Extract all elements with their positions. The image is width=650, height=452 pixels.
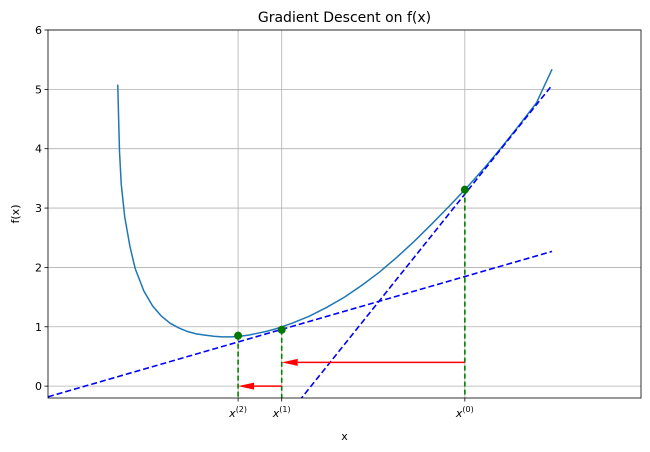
update-arrow-head [238, 382, 255, 390]
iterate-point [277, 325, 286, 334]
update-arrow-head [281, 358, 298, 366]
x-tick-label-base: x [455, 407, 463, 420]
grid-lines [48, 29, 641, 398]
chart-title: Gradient Descent on f(x) [258, 10, 431, 26]
x-tick-label: x(1) [272, 405, 291, 420]
tangent-line [48, 250, 553, 398]
y-axis: 0 1 2 3 4 5 6 [35, 24, 48, 393]
x-tick-label: x(0) [455, 405, 474, 420]
y-tick-label: 4 [35, 143, 42, 156]
iterate-point [234, 331, 243, 340]
x-tick-label-sup: (1) [279, 405, 290, 414]
plot-area [48, 68, 553, 398]
plot-frame [47, 29, 642, 399]
y-tick-label: 1 [35, 321, 42, 334]
x-tick-label: x(2) [228, 405, 247, 420]
y-tick-label: 6 [35, 24, 42, 37]
x-tick-label-base: x [272, 407, 280, 420]
tangent-line [300, 84, 553, 398]
iterate-point [460, 185, 469, 194]
y-tick-label: 2 [35, 261, 42, 274]
y-axis-label: f(x) [9, 205, 22, 224]
function-curve [117, 68, 553, 338]
y-tick-label: 5 [35, 83, 42, 96]
x-tick-label-sup: (2) [236, 405, 247, 414]
x-tick-label-base: x [228, 407, 236, 420]
x-axis: x(2) x(1) x(0) [228, 398, 474, 420]
x-axis-label: x [341, 430, 348, 443]
y-tick-label: 0 [35, 380, 42, 393]
x-tick-label-sup: (0) [462, 405, 473, 414]
y-tick-label: 3 [35, 202, 42, 215]
